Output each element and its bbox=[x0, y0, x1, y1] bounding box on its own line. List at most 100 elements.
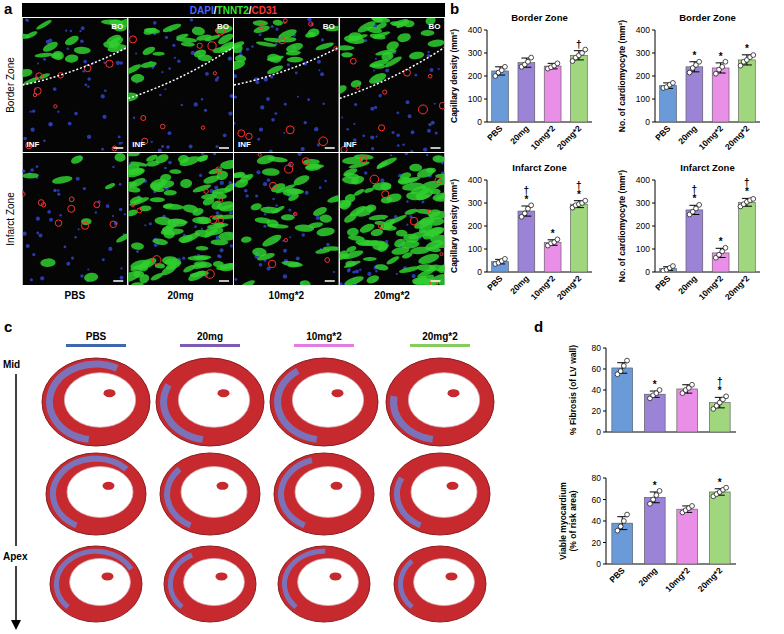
nucleus bbox=[375, 58, 377, 60]
y-tick-label: 0 bbox=[645, 117, 650, 127]
nucleus bbox=[37, 62, 39, 64]
nucleus bbox=[284, 103, 287, 106]
nucleus bbox=[294, 212, 296, 214]
cardiomyocyte bbox=[366, 26, 382, 34]
vessel bbox=[137, 208, 142, 213]
nucleus bbox=[301, 147, 305, 151]
cardiomyocyte bbox=[254, 217, 271, 224]
heart-section bbox=[390, 453, 490, 535]
region-label: BO bbox=[111, 22, 123, 31]
cardiomyocyte bbox=[409, 164, 422, 172]
chart-title: Border Zone bbox=[679, 12, 735, 23]
bar bbox=[677, 509, 698, 564]
bar bbox=[738, 202, 755, 272]
significance-mark: * bbox=[719, 236, 723, 247]
nucleus bbox=[362, 134, 365, 137]
y-tick-label: 400 bbox=[468, 25, 482, 35]
nucleus bbox=[275, 204, 278, 207]
heart-section bbox=[386, 358, 494, 446]
nucleus bbox=[408, 114, 412, 118]
bar bbox=[518, 211, 535, 272]
vessel bbox=[283, 19, 287, 23]
nucleus bbox=[223, 134, 227, 138]
vessel bbox=[36, 73, 43, 80]
vessel bbox=[81, 222, 88, 229]
lumen bbox=[184, 558, 245, 605]
nucleus bbox=[370, 107, 374, 111]
y-axis-label: No. of cardiomyocyte (mm²) bbox=[617, 170, 627, 283]
cardiomyocyte bbox=[169, 169, 181, 174]
nucleus bbox=[396, 273, 398, 275]
border-line bbox=[23, 47, 128, 85]
vessel bbox=[404, 69, 411, 76]
nucleus bbox=[271, 25, 274, 28]
cardiomyocyte bbox=[203, 227, 219, 239]
x-tick-label: 20mg*2 bbox=[723, 123, 752, 152]
cardiomyocyte bbox=[305, 31, 317, 39]
cardiomyocyte bbox=[281, 214, 295, 221]
y-tick bbox=[652, 203, 655, 204]
vessel bbox=[246, 133, 252, 139]
myocardium bbox=[390, 453, 490, 535]
nucleus bbox=[427, 51, 429, 53]
cardiomyocyte bbox=[408, 51, 424, 61]
nucleus bbox=[168, 67, 171, 70]
cardiomyocyte bbox=[262, 168, 280, 176]
nucleus bbox=[65, 30, 67, 32]
bar bbox=[677, 389, 698, 432]
y-axis-label: (% of risk area) bbox=[568, 490, 578, 551]
y-tick bbox=[484, 180, 487, 181]
stain-header: DAPI/TNNT2/CD31 bbox=[190, 5, 278, 16]
bar bbox=[570, 204, 587, 272]
data-point bbox=[615, 528, 620, 533]
cardiomyocyte bbox=[70, 154, 84, 165]
nucleus bbox=[59, 214, 61, 216]
y-axis-label: % Fibrosis (of LV wall) bbox=[568, 345, 578, 435]
y-tick-label: 200 bbox=[468, 221, 482, 231]
scale-bar bbox=[113, 147, 123, 149]
nucleus bbox=[378, 94, 382, 98]
cardiomyocyte bbox=[375, 48, 397, 57]
cardiomyocyte bbox=[81, 218, 92, 225]
figure: abcdDAPI/TNNT2/CD31Border ZoneBOINFBOINF… bbox=[0, 0, 784, 634]
marks bbox=[492, 47, 588, 122]
vessel bbox=[325, 258, 330, 263]
nucleus bbox=[194, 102, 198, 106]
nucleus bbox=[234, 122, 236, 124]
y-tick bbox=[652, 53, 655, 54]
nucleus bbox=[53, 87, 57, 91]
y-tick bbox=[484, 30, 487, 31]
y-tick bbox=[652, 122, 655, 123]
x-tick-label: PBS bbox=[653, 123, 673, 143]
y-tick-label: 20 bbox=[592, 406, 602, 416]
nucleus bbox=[119, 142, 122, 145]
nucleus bbox=[340, 282, 343, 285]
y-tick bbox=[652, 76, 655, 77]
cardiomyocyte bbox=[114, 153, 125, 162]
nucleus bbox=[87, 85, 89, 87]
nucleus bbox=[30, 111, 32, 113]
vessel bbox=[69, 197, 74, 202]
nucleus bbox=[30, 278, 33, 281]
x-tick-label: 10mg*2 bbox=[663, 565, 692, 594]
arrow-head bbox=[11, 620, 21, 630]
cardiomyocyte bbox=[129, 195, 144, 205]
vessel bbox=[208, 42, 216, 50]
nucleus bbox=[64, 246, 67, 249]
cardiomyocyte bbox=[266, 64, 284, 76]
y-tick-label: 60 bbox=[592, 364, 602, 374]
scale-bar bbox=[219, 280, 229, 282]
cardiomyocyte bbox=[234, 58, 246, 71]
cardiomyocyte bbox=[340, 83, 348, 96]
cardiomyocyte bbox=[300, 280, 311, 285]
data-point bbox=[723, 59, 728, 64]
nucleus bbox=[302, 233, 306, 237]
cardiomyocyte bbox=[191, 26, 205, 36]
data-point bbox=[720, 64, 725, 69]
lumen bbox=[70, 558, 131, 605]
y-tick bbox=[484, 76, 487, 77]
y-tick-label: 80 bbox=[592, 473, 602, 483]
myocardium bbox=[160, 453, 260, 535]
cardiomyocyte bbox=[365, 274, 380, 285]
nucleus bbox=[246, 48, 249, 51]
